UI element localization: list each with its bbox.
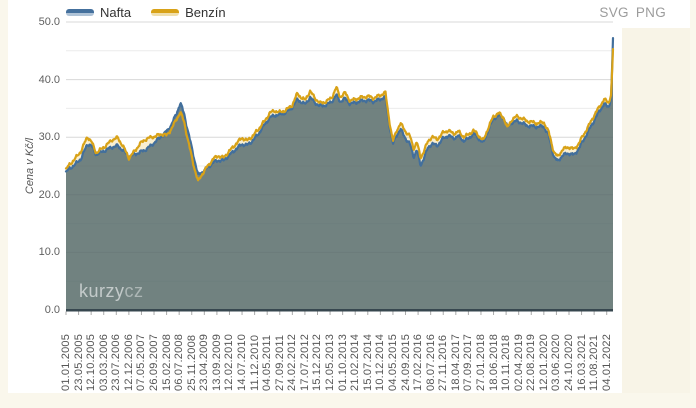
x-tick-label: 23.07.2006 bbox=[110, 333, 123, 391]
x-tick-label: 04.01.2022 bbox=[600, 333, 613, 391]
x-tick-label: 24.02.2012 bbox=[286, 333, 299, 391]
x-tick-label: 15.07.2014 bbox=[361, 333, 374, 391]
chart-legend: Nafta Benzín bbox=[66, 5, 226, 20]
export-svg-link[interactable]: SVG bbox=[599, 5, 629, 20]
line-benzín bbox=[64, 48, 615, 182]
legend-item-nafta[interactable]: Nafta bbox=[66, 5, 131, 20]
x-tick-label: 26.09.2007 bbox=[148, 333, 161, 391]
x-tick-label: 10.11.2018 bbox=[500, 334, 513, 391]
y-tick-label: 0.0 bbox=[44, 304, 60, 316]
y-tick-label: 20.0 bbox=[38, 188, 60, 201]
x-tick-label: 12.12.2006 bbox=[122, 333, 135, 391]
x-tick-label: 12.02.2010 bbox=[223, 333, 236, 391]
x-tick-label: 27.09.2011 bbox=[273, 334, 286, 391]
x-tick-label: 15.02.2008 bbox=[160, 333, 173, 391]
x-tick-label: 12.10.2005 bbox=[85, 333, 98, 391]
nafta-series-swatch-icon bbox=[66, 9, 94, 16]
x-tick-label: 25.11.2008 bbox=[185, 334, 198, 391]
x-tick-label: 23.04.2009 bbox=[198, 333, 211, 391]
price-chart-plot bbox=[64, 21, 615, 315]
x-tick-label: 04.05.2011 bbox=[261, 334, 274, 391]
x-tick-label: 12.01.2020 bbox=[537, 333, 550, 391]
x-tick-label: 17.07.2012 bbox=[298, 333, 311, 391]
x-tick-label: 08.07.2016 bbox=[424, 333, 437, 391]
x-tick-label: 16.03.2021 bbox=[575, 333, 588, 391]
legend-item-benzin[interactable]: Benzín bbox=[151, 5, 226, 20]
x-tick-label: 18.04.2017 bbox=[449, 333, 462, 391]
x-tick-label: 01.01.2005 bbox=[60, 333, 72, 391]
x-tick-label: 21.02.2014 bbox=[349, 333, 362, 391]
y-axis-title: Cena v Kč/l bbox=[24, 137, 36, 195]
x-tick-label: 11.08.2021 bbox=[588, 334, 601, 391]
x-tick-label: 03.06.2020 bbox=[550, 333, 563, 391]
x-tick-label: 14.07.2010 bbox=[236, 333, 249, 391]
legend-label-nafta: Nafta bbox=[100, 5, 132, 20]
x-tick-label: 07.05.2007 bbox=[135, 333, 148, 391]
area-nafta bbox=[66, 38, 613, 310]
y-tick-label: 40.0 bbox=[38, 73, 60, 86]
export-png-link[interactable]: PNG bbox=[635, 5, 666, 20]
x-tick-label: 10.12.2014 bbox=[374, 333, 387, 391]
y-tick-label: 50.0 bbox=[38, 16, 60, 28]
x-tick-label: 27.01.2018 bbox=[474, 333, 487, 391]
x-axis-line bbox=[66, 309, 613, 312]
x-tick-label: 01.10.2013 bbox=[336, 333, 349, 391]
benzin-series-swatch-icon bbox=[151, 9, 180, 16]
x-tick-label: 11.12.2010 bbox=[248, 334, 261, 391]
x-tick-label: 17.02.2016 bbox=[412, 333, 425, 391]
x-tick-label: 07.09.2017 bbox=[462, 333, 475, 391]
x-tick-label: 18.06.2018 bbox=[487, 333, 500, 391]
x-tick-label: 24.09.2015 bbox=[399, 333, 412, 391]
x-tick-label: 03.03.2006 bbox=[97, 333, 110, 391]
x-tick-label: 23.05.2005 bbox=[72, 333, 85, 391]
x-tick-label: 24.10.2020 bbox=[562, 333, 575, 391]
kurzycz-watermark: kurzycz bbox=[79, 281, 144, 301]
x-tick-label: 27.11.2016 bbox=[437, 334, 450, 391]
legend-label-benzin: Benzín bbox=[185, 5, 226, 20]
x-tick-label: 13.09.2009 bbox=[210, 333, 223, 391]
x-tick-label: 15.12.2012 bbox=[311, 333, 324, 391]
x-tick-label: 04.05.2015 bbox=[386, 333, 399, 391]
x-tick-label: 22.08.2019 bbox=[525, 333, 538, 391]
right-margin-strip bbox=[622, 28, 690, 393]
line-nafta bbox=[64, 37, 615, 176]
y-tick-label: 30.0 bbox=[38, 131, 60, 144]
x-tick-label: 02.04.2019 bbox=[512, 333, 525, 391]
y-tick-label: 10.0 bbox=[38, 246, 60, 259]
export-links: SVG PNG bbox=[599, 5, 666, 20]
x-tick-label: 12.05.2013 bbox=[324, 333, 337, 391]
x-tick-label: 06.07.2008 bbox=[173, 333, 186, 391]
